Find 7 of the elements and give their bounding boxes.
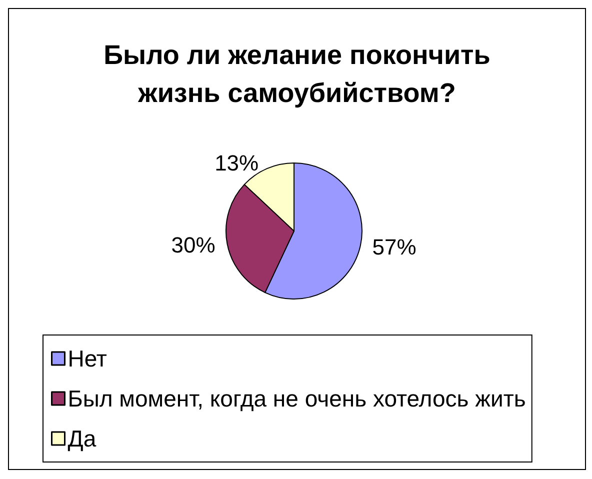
- data-label: 30%: [171, 232, 216, 258]
- data-label: 13%: [214, 150, 259, 176]
- chart-title: Было ли желание покончить жизнь самоубийством?: [104, 40, 490, 108]
- data-label: 57%: [372, 234, 416, 260]
- legend-label: Был момент, когда не очень хотелось жить: [68, 386, 526, 412]
- legend-label: Да: [68, 426, 96, 452]
- legend-label: Нет: [68, 346, 108, 372]
